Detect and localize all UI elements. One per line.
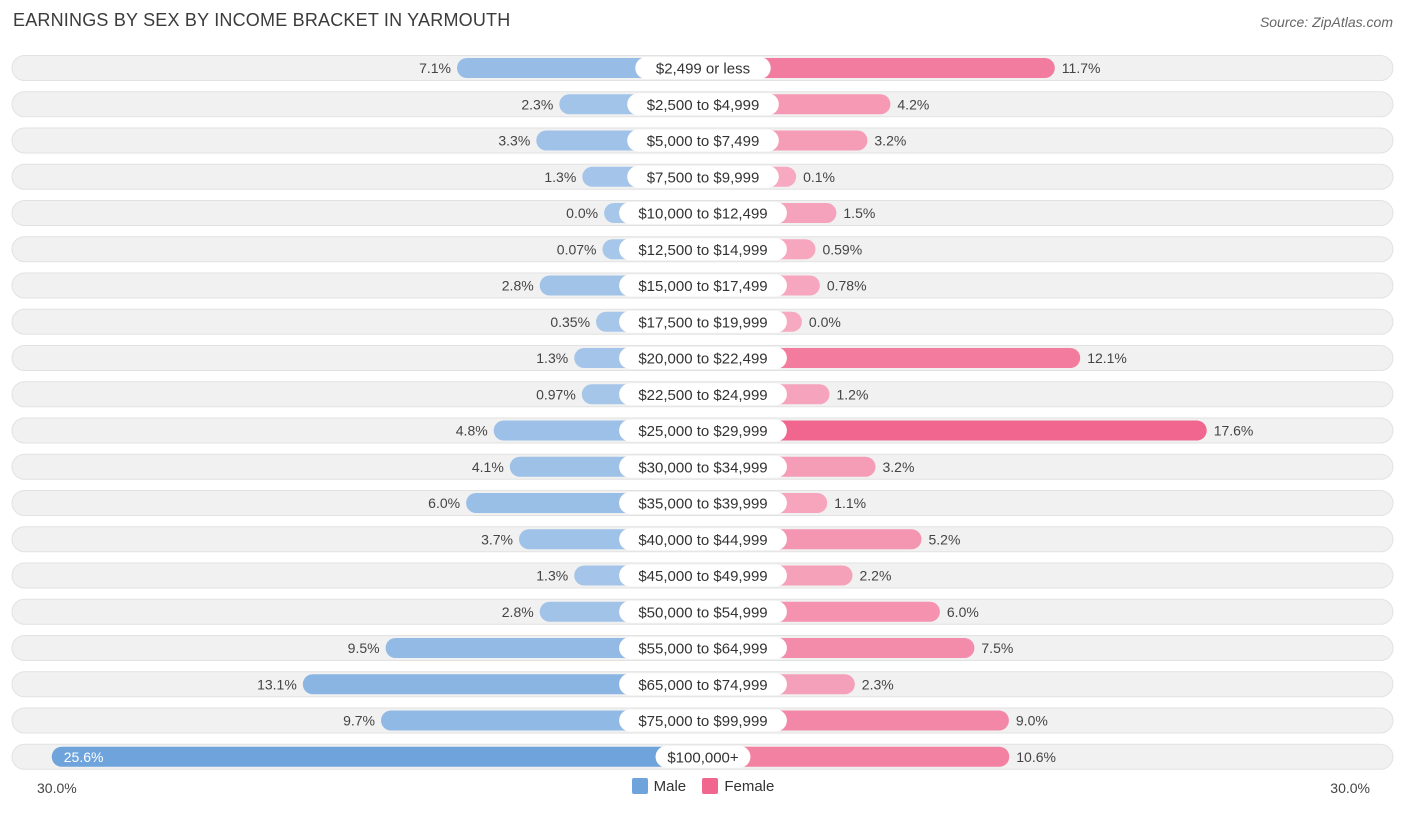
category-label: $12,500 to $14,999 bbox=[638, 242, 767, 259]
female-value-label: 17.6% bbox=[1214, 423, 1254, 439]
category-label: $45,000 to $49,999 bbox=[638, 568, 767, 585]
male-value-label: 2.3% bbox=[521, 96, 553, 112]
category-label: $75,000 to $99,999 bbox=[638, 713, 767, 730]
male-value-label: 0.0% bbox=[566, 205, 598, 221]
category-label: $22,500 to $24,999 bbox=[638, 387, 767, 404]
legend-label-male: Male bbox=[653, 778, 687, 795]
category-pill bbox=[619, 709, 787, 732]
category-pill bbox=[619, 202, 787, 224]
female-bar bbox=[703, 348, 1081, 368]
axis-right-max-label: 30.0% bbox=[1330, 780, 1370, 796]
category-label: $65,000 to $74,999 bbox=[638, 677, 767, 694]
category-pill bbox=[619, 310, 787, 333]
female-value-label: 0.78% bbox=[827, 278, 867, 294]
male-value-label: 4.1% bbox=[472, 459, 504, 475]
male-value-label: 1.3% bbox=[536, 568, 568, 584]
category-label: $40,000 to $44,999 bbox=[638, 532, 767, 549]
legend-item-female[interactable]: Female bbox=[702, 778, 774, 795]
category-label: $7,500 to $9,999 bbox=[647, 169, 760, 186]
female-value-label: 7.5% bbox=[981, 640, 1013, 656]
legend-swatch-male bbox=[631, 778, 648, 794]
legend: Male Female bbox=[0, 778, 1406, 795]
category-label: $2,500 to $4,999 bbox=[647, 97, 760, 114]
female-value-label: 1.1% bbox=[834, 495, 866, 511]
category-label: $25,000 to $29,999 bbox=[638, 423, 767, 440]
female-bar bbox=[703, 58, 1055, 78]
male-value-label: 3.7% bbox=[481, 531, 513, 547]
male-value-label: 7.1% bbox=[419, 60, 451, 76]
male-value-label: 2.8% bbox=[502, 604, 534, 620]
male-value-label: 2.8% bbox=[502, 278, 534, 294]
category-label: $30,000 to $34,999 bbox=[638, 459, 767, 476]
male-value-label: 25.6% bbox=[64, 749, 104, 765]
category-label: $15,000 to $17,499 bbox=[638, 278, 767, 295]
category-label: $2,499 or less bbox=[656, 61, 750, 78]
category-pill bbox=[619, 673, 787, 696]
female-value-label: 2.3% bbox=[862, 676, 894, 692]
male-value-label: 13.1% bbox=[257, 676, 297, 692]
category-pill bbox=[655, 745, 751, 768]
male-bar bbox=[51, 746, 703, 767]
male-bar bbox=[302, 674, 703, 695]
category-pill bbox=[619, 492, 787, 514]
axis-left-max-label: 30.0% bbox=[37, 780, 77, 796]
female-value-label: 2.2% bbox=[860, 568, 892, 584]
category-label: $55,000 to $64,999 bbox=[638, 641, 767, 658]
female-value-label: 1.2% bbox=[837, 386, 869, 402]
female-value-label: 0.59% bbox=[822, 241, 862, 257]
category-pill bbox=[627, 129, 779, 152]
category-pill bbox=[619, 419, 787, 442]
category-pill bbox=[635, 57, 771, 79]
category-pill bbox=[619, 383, 787, 406]
source-credit: Source: ZipAtlas.com bbox=[1259, 14, 1393, 30]
category-label: $20,000 to $22,499 bbox=[638, 351, 767, 368]
female-value-label: 11.7% bbox=[1062, 60, 1101, 76]
female-value-label: 6.0% bbox=[947, 604, 979, 620]
category-label: $100,000+ bbox=[667, 749, 739, 766]
male-value-label: 6.0% bbox=[428, 495, 460, 511]
category-pill bbox=[627, 93, 779, 116]
female-value-label: 0.1% bbox=[803, 169, 835, 185]
male-value-label: 9.5% bbox=[348, 640, 380, 656]
category-label: $10,000 to $12,499 bbox=[638, 206, 767, 223]
female-value-label: 5.2% bbox=[929, 531, 961, 547]
chart-title: Earnings by Sex by Income Bracket in Yar… bbox=[13, 10, 511, 30]
category-label: $35,000 to $39,999 bbox=[638, 496, 767, 513]
female-value-label: 9.0% bbox=[1016, 713, 1048, 729]
category-label: $5,000 to $7,499 bbox=[647, 133, 760, 150]
category-pill bbox=[619, 274, 787, 297]
female-value-label: 0.0% bbox=[809, 314, 841, 330]
male-value-label: 3.3% bbox=[498, 133, 530, 149]
female-value-label: 3.2% bbox=[874, 133, 906, 149]
male-value-label: 0.35% bbox=[550, 314, 590, 330]
category-label: $50,000 to $54,999 bbox=[638, 604, 767, 621]
male-value-label: 0.97% bbox=[536, 386, 576, 402]
category-pill bbox=[619, 600, 787, 623]
male-value-label: 4.8% bbox=[456, 423, 488, 439]
female-value-label: 10.6% bbox=[1016, 749, 1056, 765]
female-value-label: 3.2% bbox=[883, 459, 915, 475]
legend-item-male[interactable]: Male bbox=[631, 778, 687, 795]
category-pill bbox=[619, 637, 787, 659]
male-value-label: 1.3% bbox=[536, 350, 568, 366]
category-pill bbox=[627, 165, 779, 188]
category-pill bbox=[619, 564, 787, 587]
legend-swatch-female bbox=[702, 778, 719, 794]
category-pill bbox=[619, 455, 787, 478]
female-bar bbox=[703, 420, 1207, 441]
male-value-label: 0.07% bbox=[557, 241, 597, 257]
female-value-label: 4.2% bbox=[897, 96, 929, 112]
female-value-label: 1.5% bbox=[843, 205, 875, 221]
male-value-label: 9.7% bbox=[343, 713, 375, 729]
legend-label-female: Female bbox=[724, 778, 775, 795]
category-pill bbox=[619, 347, 787, 369]
female-bar bbox=[703, 746, 1010, 767]
female-value-label: 12.1% bbox=[1087, 350, 1127, 366]
male-value-label: 1.3% bbox=[544, 169, 576, 185]
category-pill bbox=[619, 528, 787, 551]
category-pill bbox=[619, 238, 787, 261]
category-label: $17,500 to $19,999 bbox=[638, 314, 767, 331]
